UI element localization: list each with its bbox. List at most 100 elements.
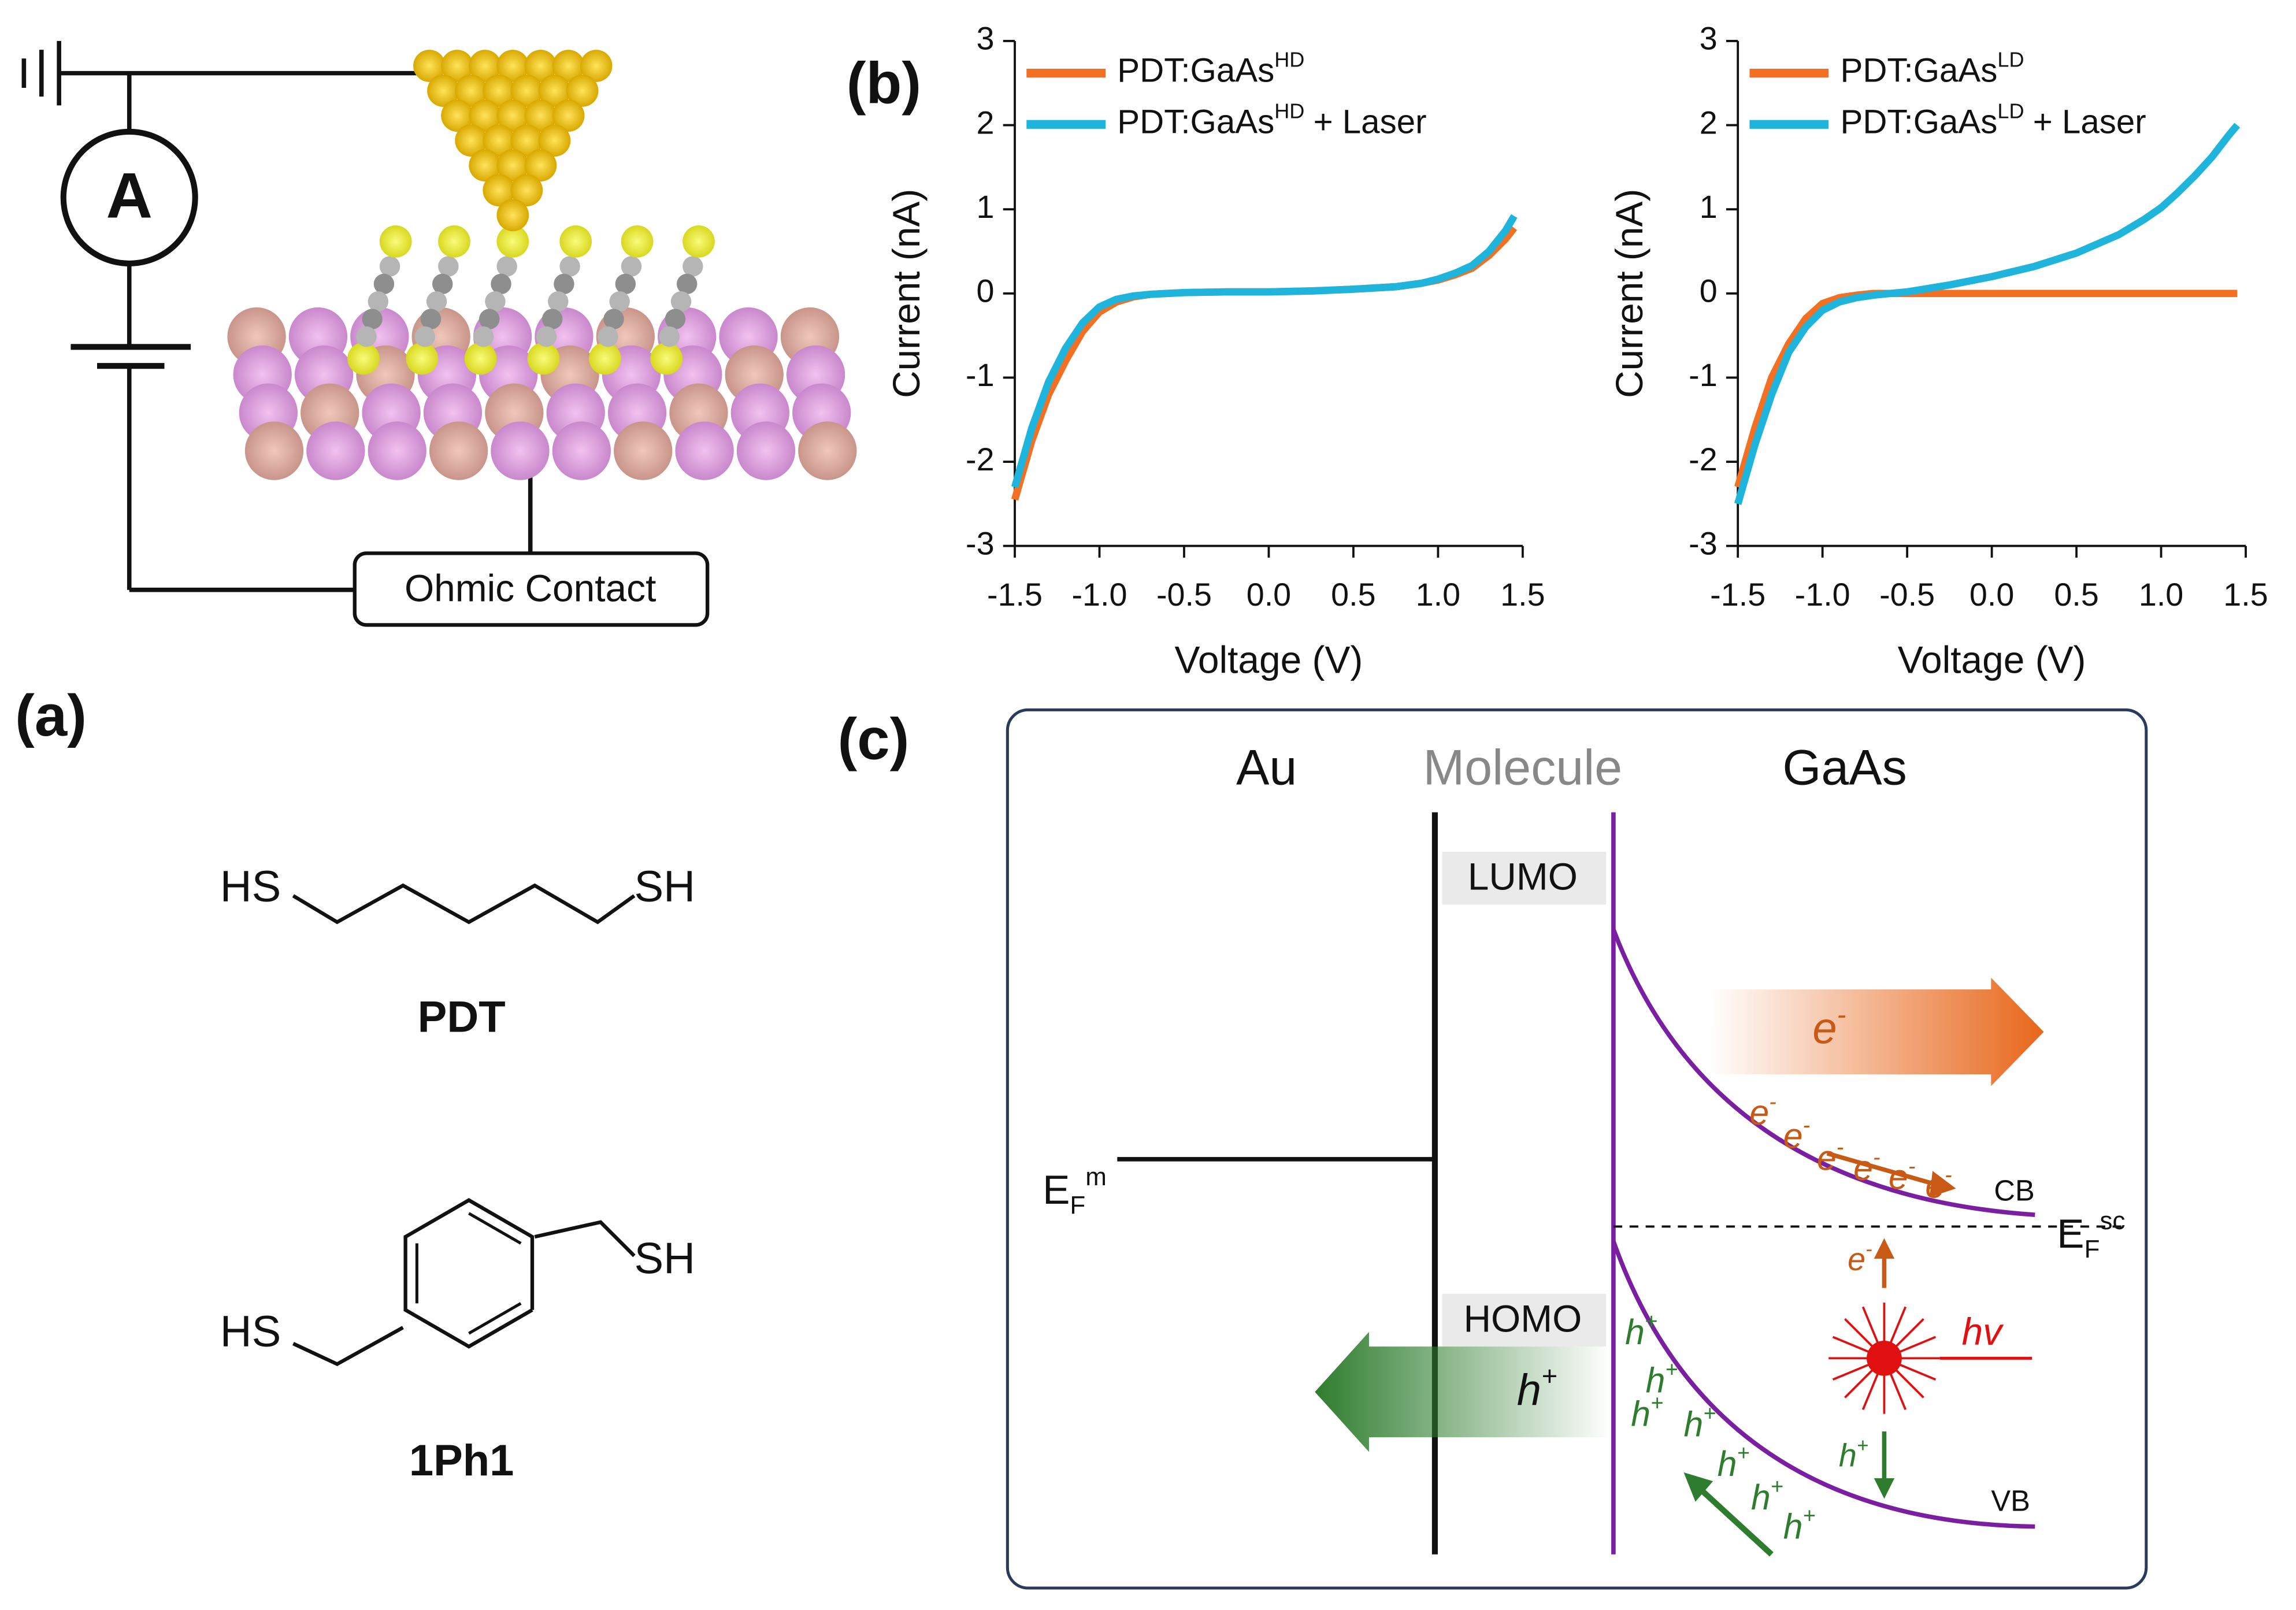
x-tick-label: 0.5 xyxy=(2054,577,2098,613)
electron-label: e- xyxy=(1812,999,1846,1053)
substrate-atom xyxy=(368,421,426,480)
carbon-atom xyxy=(659,326,680,347)
series-line xyxy=(1011,214,1518,488)
valence-band xyxy=(1611,1240,2035,1529)
hole-label: h+ xyxy=(1646,1357,1678,1400)
carbon-atom xyxy=(496,256,517,277)
band-label: CB xyxy=(1994,1174,2034,1207)
hole-label: h+ xyxy=(1751,1474,1783,1517)
gold-atom xyxy=(496,199,529,232)
carbon-atom xyxy=(473,326,494,347)
photon-label: hv xyxy=(1962,1310,2005,1353)
carbon-atom xyxy=(676,273,698,295)
hole-label: h+ xyxy=(1631,1391,1663,1434)
sulfur-atom xyxy=(438,225,470,258)
y-axis-title: Current (nA) xyxy=(1608,189,1650,398)
hole-label-part: + xyxy=(1771,1474,1783,1498)
atom-label: HS xyxy=(220,1307,281,1356)
bond xyxy=(534,1220,636,1257)
ammeter-label: A xyxy=(106,159,152,231)
y-axis-title: Current (nA) xyxy=(885,189,928,398)
x-tick-label: -1.0 xyxy=(1795,577,1850,613)
gold-atom xyxy=(552,99,585,132)
electron-label-part: e xyxy=(1848,1241,1865,1277)
arrowhead xyxy=(1874,1478,1895,1499)
substrate-atom xyxy=(798,421,857,480)
electron-flow-arrow xyxy=(1710,977,2044,1086)
carbon-atom xyxy=(554,273,574,295)
legend-label-part: LD xyxy=(1997,99,2024,123)
x-tick-label: 0.0 xyxy=(1969,577,2014,613)
y-tick-label: -1 xyxy=(966,357,995,393)
legend-label-part: HD xyxy=(1274,99,1304,123)
hole-label-part: + xyxy=(1703,1401,1716,1425)
x-tick-label: -1.0 xyxy=(1071,577,1127,613)
panel-label: (c) xyxy=(838,706,910,771)
carbon-atom xyxy=(621,256,642,277)
hole-label: h+ xyxy=(1625,1309,1657,1352)
hole-label-part: + xyxy=(1541,1360,1557,1391)
electron-label: e- xyxy=(1783,1112,1810,1155)
electron-label-part: e xyxy=(1817,1138,1837,1178)
legend-label-part: + Laser xyxy=(1314,103,1427,141)
x-tick-label: -0.5 xyxy=(1879,577,1935,613)
legend-label-part: PDT:GaAs xyxy=(1117,52,1274,90)
y-tick-label: 2 xyxy=(1700,105,1718,140)
gold-atom xyxy=(441,99,473,132)
gold-atom xyxy=(496,149,529,182)
gold-atom xyxy=(483,124,515,157)
carbon-atom xyxy=(432,273,453,295)
gold-atom xyxy=(510,75,543,107)
gold-atom xyxy=(483,75,515,107)
hole-label: h+ xyxy=(1783,1504,1816,1546)
electron-label: e- xyxy=(1749,1089,1776,1132)
double-bond xyxy=(468,1212,522,1245)
y-tick-label: 3 xyxy=(977,21,995,57)
substrate-atom xyxy=(306,421,365,480)
region-label: Au xyxy=(1236,740,1297,795)
x-tick-label: 1.5 xyxy=(1500,577,1545,613)
lumo-box xyxy=(1442,852,1607,905)
gold-atom xyxy=(496,99,529,132)
electron-label-part: - xyxy=(1865,1238,1872,1260)
region-label: Molecule xyxy=(1423,740,1623,795)
hole-flow-arrow xyxy=(1315,1331,1611,1452)
gold-atom xyxy=(538,75,571,107)
hole-label-part: h xyxy=(1646,1360,1666,1400)
hole-label-part: + xyxy=(1737,1441,1750,1465)
carbon-atom xyxy=(603,309,624,329)
carbon-atom xyxy=(426,291,447,312)
electron-label: e- xyxy=(1848,1238,1872,1277)
bond xyxy=(292,1326,404,1367)
sulfur-atom xyxy=(406,342,439,375)
hole-label: h+ xyxy=(1517,1360,1557,1415)
electron-label-part: - xyxy=(1837,999,1846,1030)
substrate-atom xyxy=(736,421,796,480)
sulfur-atom xyxy=(496,225,529,258)
fermi-label: EFm xyxy=(1043,1163,1107,1219)
fermi-label-part: m xyxy=(1085,1163,1107,1191)
diagram-frame xyxy=(1006,708,2148,1590)
gold-atom xyxy=(566,75,599,107)
x-axis-title: Voltage (V) xyxy=(1175,639,1363,681)
molecule-name: 1Ph1 xyxy=(409,1436,514,1485)
y-tick-label: -3 xyxy=(1689,525,1718,561)
gold-atom xyxy=(580,50,613,82)
electron-label-part: - xyxy=(1803,1112,1811,1137)
hole-label-part: + xyxy=(1803,1504,1816,1528)
region-label: GaAs xyxy=(1782,740,1906,795)
gold-atom xyxy=(510,174,543,207)
carbon-atom xyxy=(368,291,389,312)
band-label: VB xyxy=(1991,1484,2030,1517)
legend-label: PDT:GaAsHD xyxy=(1117,48,1304,90)
legend-label-part: PDT:GaAs xyxy=(1840,52,1997,90)
carbon-atom xyxy=(609,291,630,312)
series-line xyxy=(1734,290,2238,488)
gold-atom xyxy=(427,75,459,107)
gold-atom xyxy=(455,75,487,107)
level-label: LUMO xyxy=(1468,855,1578,898)
gold-atom xyxy=(413,50,446,82)
carbon-atom xyxy=(670,291,692,312)
